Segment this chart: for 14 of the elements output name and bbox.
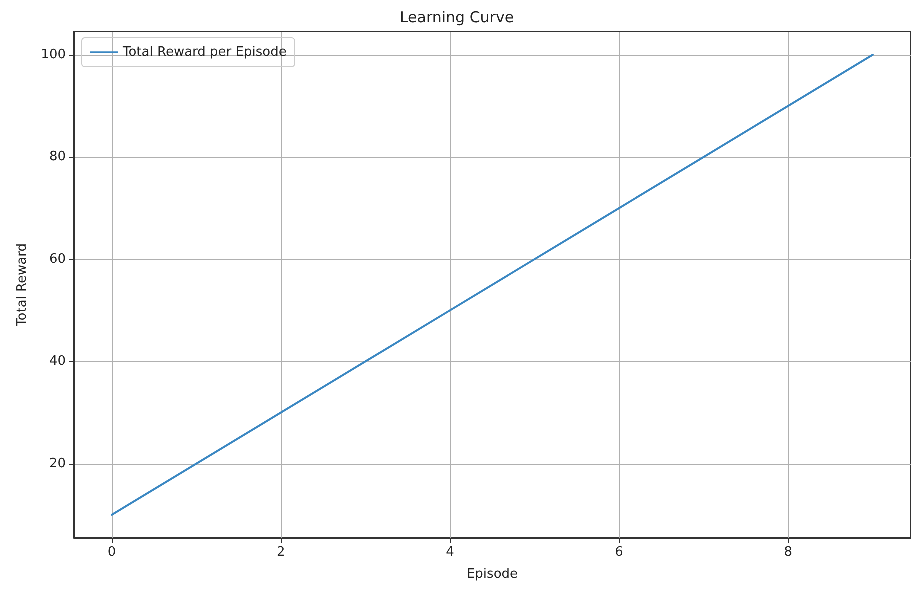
x-axis-title: Episode xyxy=(466,567,518,582)
y-tick-label: 20 xyxy=(49,456,66,472)
x-tick-label: 4 xyxy=(446,545,454,560)
x-tick-label: 2 xyxy=(276,545,286,560)
y-tick-label: 60 xyxy=(49,252,66,267)
x-tick-label: 6 xyxy=(615,545,624,560)
x-tick-label: 0 xyxy=(108,545,116,560)
legend-label: Total Reward per Episode xyxy=(122,45,287,60)
y-tick-label: 80 xyxy=(49,150,66,165)
y-tick-label: 40 xyxy=(49,354,66,370)
chart-title: Learning Curve xyxy=(400,8,514,26)
y-tick-label: 100 xyxy=(41,48,66,62)
x-tick-label: 8 xyxy=(784,545,793,560)
y-axis-title: Total Reward xyxy=(15,244,30,328)
